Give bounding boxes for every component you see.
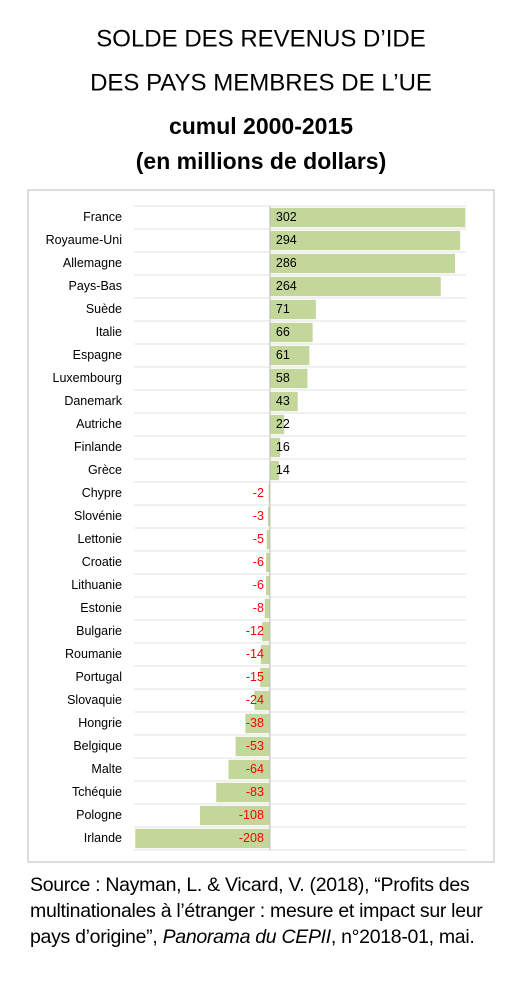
category-label: France [83,210,122,224]
value-label: 286 [276,256,297,270]
category-label: Pologne [76,808,122,822]
bar [216,782,270,803]
bar [200,805,270,826]
category-label: Tchéquie [72,785,122,799]
value-label: -2 [253,486,264,500]
category-label: Suède [86,302,122,316]
category-label: Danemark [64,394,122,408]
value-label: 66 [276,325,290,339]
value-label: 264 [276,279,297,293]
bar [269,368,308,389]
category-label: Croatie [82,555,122,569]
bar [254,690,270,711]
bar [260,667,270,688]
value-label: -5 [253,532,264,546]
value-label: 43 [276,394,290,408]
value-label: -64 [246,762,264,776]
bar [269,391,298,412]
bar [269,299,316,320]
bar [245,713,270,734]
bar [269,207,466,228]
value-label: 71 [276,302,290,316]
category-label: Hongrie [78,716,122,730]
bar [269,322,313,343]
bar [269,230,461,251]
category-label: Italie [96,325,122,339]
value-label: 58 [276,371,290,385]
value-label: 61 [276,348,290,362]
bar [262,621,270,642]
value-label: -12 [246,624,264,638]
value-label: -108 [239,808,264,822]
source-text: , n°2018-01, mai. [330,926,475,948]
bar [228,759,270,780]
value-label: 16 [276,440,290,454]
category-label: Roumanie [65,647,122,661]
chart-title: DES PAYS MEMBRES DE L’UE [90,69,432,96]
bar [269,460,279,481]
category-label: Portugal [75,670,122,684]
chart: SOLDE DES REVENUS D’IDE DES PAYS MEMBRES… [27,25,495,863]
value-label: -6 [253,555,264,569]
category-label: Estonie [80,601,122,615]
bar [266,552,270,573]
value-label: -24 [246,693,264,707]
value-label: 22 [276,417,290,431]
category-label: Allemagne [63,256,122,270]
value-label: -38 [246,716,264,730]
bar [266,575,270,596]
value-label: 302 [276,210,297,224]
category-label: Slovaquie [67,693,122,707]
chart-title: SOLDE DES REVENUS D’IDE [96,25,425,52]
category-label: Autriche [76,417,122,431]
value-label: -3 [253,509,264,523]
category-label: Finlande [74,440,122,454]
category-label: Royaume-Uni [46,233,122,247]
category-label: Luxembourg [53,371,123,385]
category-label: Espagne [73,348,122,362]
bar [269,414,285,435]
category-label: Lettonie [78,532,123,546]
category-label: Slovénie [74,509,122,523]
value-label: 14 [276,463,290,477]
value-label: -83 [246,785,264,799]
category-label: Chypre [82,486,122,500]
bar [269,437,281,458]
category-label: Belgique [73,739,122,753]
bar [135,828,270,849]
category-label: Malte [91,762,122,776]
chart-subtitle: (en millions de dollars) [136,148,386,174]
bar [264,598,270,619]
value-label: -14 [246,647,264,661]
value-label: -6 [253,578,264,592]
category-label: Grèce [88,463,122,477]
category-label: Bulgarie [76,624,122,638]
bar [269,253,455,274]
bar [268,483,270,504]
bar [269,276,441,297]
value-label: 294 [276,233,297,247]
value-label: -8 [253,601,264,615]
bar [269,345,310,366]
bar [260,644,270,665]
bar [235,736,270,757]
value-label: -208 [239,831,264,845]
bar [266,529,270,550]
value-label: -15 [246,670,264,684]
source-journal: Panorama du CEPII [162,926,332,948]
category-label: Irlande [84,831,122,845]
chart-subtitle: cumul 2000-2015 [169,113,353,139]
value-label: -53 [246,739,264,753]
bar [267,506,270,527]
source: Source : Nayman, L. & Vicard, V. (2018),… [30,872,500,950]
category-label: Pays-Bas [69,279,123,293]
source-text: Source : Nayman, L. & Vicard, V. (2018),… [30,874,483,948]
category-label: Lithuanie [71,578,122,592]
